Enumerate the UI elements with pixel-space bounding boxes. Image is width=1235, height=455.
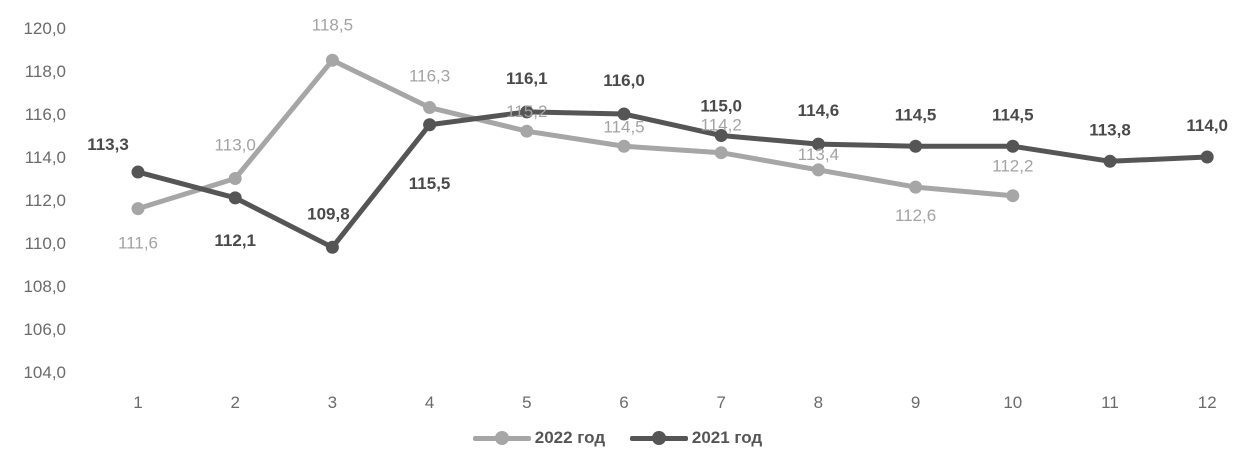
series-2022-data-label: 115,2 bbox=[506, 102, 547, 121]
series-2022-data-label: 116,3 bbox=[409, 67, 450, 86]
x-tick-label: 2 bbox=[230, 393, 239, 412]
x-tick-label: 6 bbox=[619, 393, 628, 412]
series-2022-line bbox=[135, 57, 1016, 212]
series-2021-point bbox=[714, 129, 728, 142]
series-2021-data-label: 114,5 bbox=[895, 105, 937, 124]
series-2022-data-label: 112,6 bbox=[895, 206, 936, 225]
y-tick-label: 110,0 bbox=[25, 234, 66, 253]
series-2021-point bbox=[909, 139, 923, 153]
series-2021-point bbox=[617, 107, 631, 121]
series-2022-point bbox=[423, 101, 437, 115]
series-2021-point bbox=[1103, 154, 1117, 168]
series-2022-point bbox=[909, 180, 923, 194]
series-2021-data-label: 115,0 bbox=[700, 97, 742, 116]
legend-item-2022: 2022 год bbox=[472, 428, 606, 448]
x-tick-label: 9 bbox=[911, 393, 920, 412]
x-tick-label: 11 bbox=[1101, 393, 1119, 412]
series-2021-point bbox=[325, 240, 339, 254]
legend-swatch-2021 bbox=[629, 428, 688, 448]
series-2022-point bbox=[811, 163, 825, 177]
series-2021-point bbox=[1200, 150, 1214, 164]
series-2021-point bbox=[228, 191, 242, 205]
series-2021-point bbox=[1006, 139, 1020, 153]
y-axis: 104,0 106,0 108,0 110,0 112,0 114,0 116,0 118,0… bbox=[23, 19, 66, 382]
series-2021-point bbox=[131, 165, 145, 179]
series-2021-data-label: 113,8 bbox=[1089, 120, 1131, 139]
series-2022-data-label: 114,2 bbox=[701, 116, 742, 135]
series-2022-point bbox=[1006, 189, 1020, 203]
series-2022-point bbox=[714, 146, 728, 160]
series-2022-data-label: 114,5 bbox=[603, 117, 644, 136]
line-chart: 104,0 106,0 108,0 110,0 112,0 114,0 116,0 118,0… bbox=[23, 15, 1228, 412]
series-2022-data-label: 113,0 bbox=[215, 136, 256, 155]
x-tick-label: 12 bbox=[1198, 393, 1217, 412]
series-2021-data-label: 114,6 bbox=[798, 101, 840, 120]
series-2021-data-label: 112,1 bbox=[214, 231, 256, 250]
legend: 2022 год 2021 год bbox=[0, 428, 1235, 453]
legend-swatch-2022 bbox=[472, 428, 531, 448]
y-tick-label: 118,0 bbox=[25, 62, 66, 81]
series-2022-point bbox=[131, 202, 145, 216]
y-tick-label: 112,0 bbox=[25, 191, 66, 210]
series-2022-data-label: 111,6 bbox=[118, 234, 158, 253]
legend-label-2022: 2022 год bbox=[534, 428, 606, 447]
y-tick-label: 106,0 bbox=[23, 320, 66, 339]
x-tick-label: 1 bbox=[133, 393, 142, 412]
x-tick-label: 3 bbox=[328, 393, 337, 412]
series-2022-data-label: 118,5 bbox=[312, 15, 353, 34]
series-2022-point bbox=[520, 124, 534, 138]
series-markers bbox=[131, 53, 1214, 254]
x-tick-label: 8 bbox=[814, 393, 823, 412]
series-2021-point bbox=[423, 118, 437, 132]
series-2021-data-label: 115,5 bbox=[409, 174, 451, 193]
series-2021-data-label: 113,3 bbox=[87, 135, 129, 154]
series-lines bbox=[135, 57, 1210, 250]
y-tick-label: 114,0 bbox=[25, 148, 66, 167]
series-2022-data-label: 112,2 bbox=[992, 157, 1033, 176]
x-tick-label: 5 bbox=[522, 393, 531, 412]
series-2021-data-label: 114,0 bbox=[1186, 116, 1228, 135]
series-2021-point bbox=[811, 137, 825, 151]
x-tick-label: 4 bbox=[425, 393, 434, 412]
series-2021-data-label: 116,0 bbox=[603, 71, 645, 90]
legend-label-2021: 2021 год bbox=[691, 428, 763, 447]
x-tick-label: 7 bbox=[716, 393, 725, 412]
y-tick-label: 104,0 bbox=[23, 363, 66, 382]
y-tick-label: 108,0 bbox=[23, 277, 66, 296]
series-2022-point bbox=[228, 172, 242, 185]
data-labels: 111,6 113,0 118,5 116,3 115,2 114,5 114,2 113,4… bbox=[87, 15, 1228, 252]
series-2021-data-label: 114,5 bbox=[992, 105, 1034, 124]
series-2021-data-label: 109,8 bbox=[307, 204, 350, 223]
legend-item-2021: 2021 год bbox=[629, 428, 763, 448]
y-tick-label: 120,0 bbox=[23, 19, 66, 38]
series-2021-data-label: 116,1 bbox=[506, 69, 548, 88]
series-2021-point bbox=[520, 105, 534, 119]
series-2021-line bbox=[135, 109, 1210, 250]
x-axis: 1 2 3 4 5 6 7 8 9 10 11 12 bbox=[133, 393, 1216, 412]
series-2022-point bbox=[325, 53, 339, 67]
x-tick-label: 10 bbox=[1003, 393, 1022, 412]
series-2022-point bbox=[617, 139, 631, 153]
y-tick-label: 116,0 bbox=[25, 105, 66, 124]
series-2022-data-label: 113,4 bbox=[798, 145, 839, 164]
